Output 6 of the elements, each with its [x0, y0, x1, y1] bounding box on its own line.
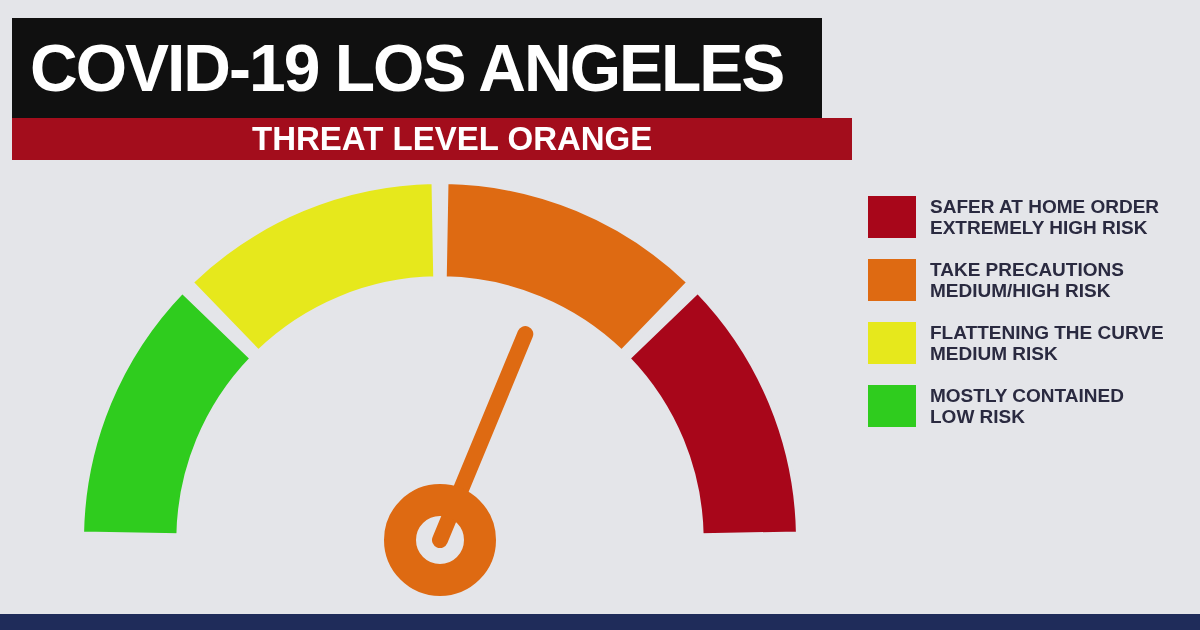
chart-subtitle: THREAT LEVEL ORANGE	[252, 120, 653, 158]
legend-label: FLATTENING THE CURVE MEDIUM RISK	[930, 322, 1164, 364]
legend-label: MOSTLY CONTAINED LOW RISK	[930, 385, 1124, 427]
legend-label: SAFER AT HOME ORDER EXTREMELY HIGH RISK	[930, 196, 1160, 238]
chart-title: COVID-19 LOS ANGELES	[30, 30, 785, 107]
legend-label: TAKE PRECAUTIONS MEDIUM/HIGH RISK	[930, 259, 1124, 301]
